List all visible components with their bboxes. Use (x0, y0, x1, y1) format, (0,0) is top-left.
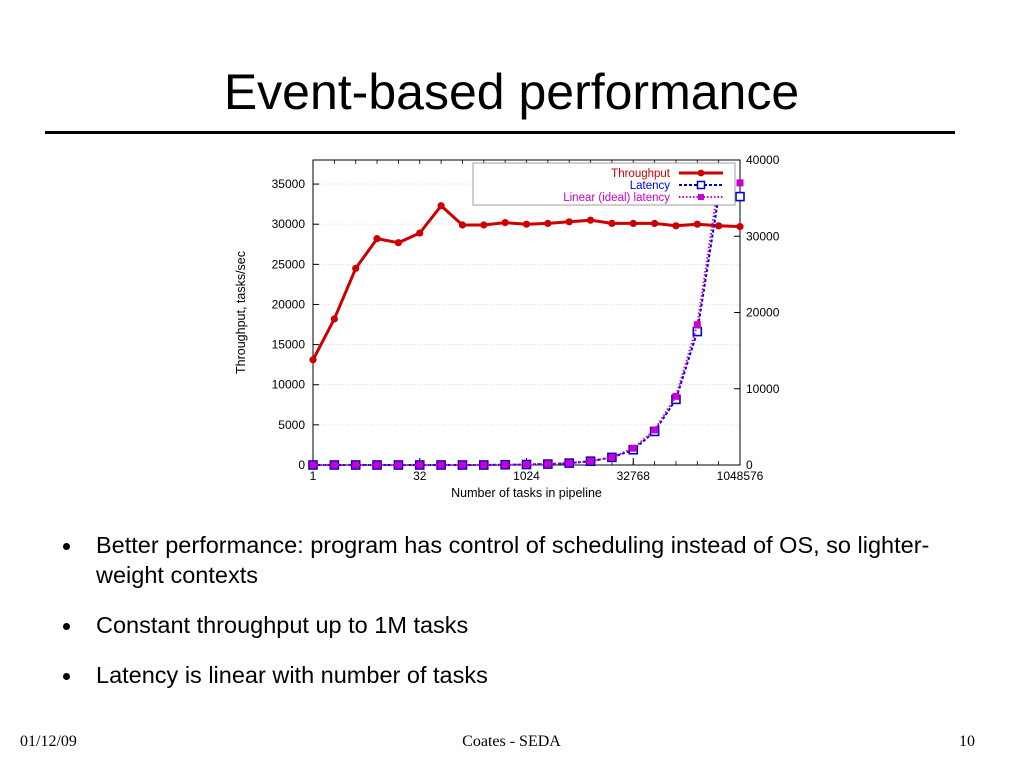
throughput-point (693, 220, 701, 228)
linear-latency-point (565, 459, 573, 467)
bullet-item: Constant throughput up to 1M tasks (63, 610, 993, 640)
linear-latency-point (501, 461, 509, 469)
linear-latency-point (437, 461, 445, 469)
linear-latency-point (330, 461, 338, 469)
bullet-text: Latency is linear with number of tasks (96, 662, 488, 688)
bullet-dot-icon (63, 673, 70, 680)
linear-latency-point (608, 453, 616, 461)
y-tick-label: 30000 (272, 217, 306, 231)
legend-label: Latency (630, 180, 671, 192)
bullet-dot-icon (63, 543, 70, 550)
bullet-item: Latency is linear with number of tasks (63, 660, 993, 690)
throughput-point (416, 229, 424, 237)
throughput-point (736, 223, 744, 231)
linear-latency-point (523, 461, 530, 469)
throughput-point (715, 222, 723, 230)
linear-latency-point (651, 426, 659, 434)
throughput-point (651, 219, 659, 228)
title-divider (45, 131, 955, 134)
bullet-text: Better performance: program has control … (96, 532, 930, 588)
legend-marker (697, 169, 705, 177)
y2-tick-label: 20000 (746, 306, 780, 320)
throughput-point (608, 219, 616, 228)
performance-chart: 0 5000 10000 15000 20000 25000 30000 35000 0 1000… (234, 153, 780, 500)
bullet-item: Better performance: program has control … (63, 530, 993, 590)
throughput-point (352, 264, 360, 272)
bullet-text: Constant throughput up to 1M tasks (96, 612, 469, 638)
bullet-dot-icon (63, 623, 70, 630)
x-tick-label: 32 (413, 469, 427, 483)
plot-frame (312, 159, 741, 466)
footer-title: Coates - SEDA (462, 733, 561, 750)
y-tick-label: 25000 (272, 257, 306, 271)
y-tick-label: 15000 (272, 338, 306, 352)
linear-latency-point (309, 461, 317, 469)
y2-tick-label: 0 (746, 458, 753, 472)
legend-label: Linear (ideal) latency (563, 192, 670, 204)
linear-latency-point (629, 444, 637, 452)
y-tick-label: 10000 (272, 378, 306, 392)
throughput-point (330, 315, 338, 323)
y-tick-label: 20000 (272, 297, 306, 311)
y-tick-label: 0 (298, 458, 305, 472)
throughput-point (565, 218, 573, 226)
bullet-list: Better performance: program has control … (63, 530, 993, 710)
y2-tick-label: 40000 (746, 153, 780, 167)
linear-latency-point (736, 179, 744, 187)
legend-marker (696, 180, 706, 190)
linear-latency-point (352, 461, 360, 469)
linear-latency-point (394, 461, 402, 469)
throughput-point (394, 239, 402, 247)
linear-latency-point (693, 321, 701, 329)
legend-label: Throughput (611, 168, 671, 180)
y2-tick-label: 10000 (746, 382, 780, 396)
throughput-point (672, 222, 680, 230)
x-axis-label: Number of tasks in pipeline (451, 486, 602, 500)
linear-latency-point (416, 461, 424, 469)
throughput-point (458, 221, 467, 229)
linear-latency-point (458, 461, 466, 469)
linear-latency-point (672, 392, 680, 400)
page-number: 10 (959, 733, 975, 750)
y-tick-label: 5000 (278, 418, 305, 432)
throughput-point (544, 219, 552, 228)
throughput-point (501, 219, 509, 227)
throughput-point (373, 235, 381, 243)
y-axis-label: Throughput, tasks/sec (234, 251, 248, 374)
y-tick-label: 35000 (272, 177, 306, 191)
x-tick-label: 1024 (513, 469, 540, 483)
throughput-point (629, 219, 637, 228)
x-tick-label: 1 (310, 469, 317, 483)
linear-latency-point (587, 457, 595, 465)
x-tick-label: 32768 (617, 469, 651, 483)
throughput-point (480, 221, 488, 229)
throughput-point (522, 220, 531, 228)
linear-latency-point (373, 461, 381, 469)
footer-date: 01/12/09 (20, 733, 77, 750)
linear-latency-point (544, 460, 552, 468)
throughput-point (437, 202, 445, 210)
legend-marker (698, 194, 704, 200)
x-tick-label: 1048576 (717, 469, 764, 483)
throughput-point (586, 216, 595, 224)
throughput-point (309, 356, 317, 364)
slide-title: Event-based performance (223, 64, 800, 120)
latency-point (735, 191, 745, 202)
linear-latency-point (480, 461, 488, 469)
y2-tick-label: 30000 (746, 229, 780, 243)
